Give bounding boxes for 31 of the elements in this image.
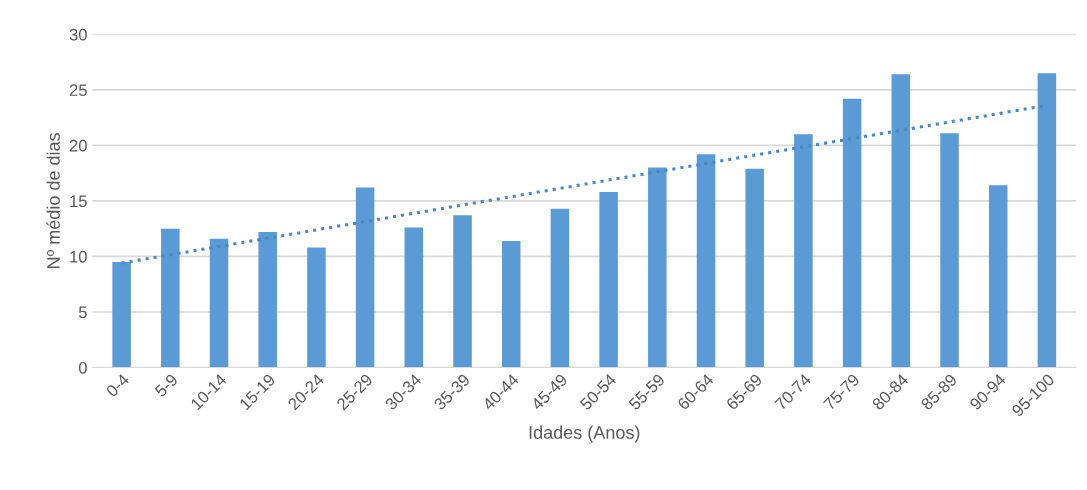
bar: [696, 154, 716, 368]
y-tick-label: 10: [70, 250, 87, 263]
bar: [842, 98, 862, 368]
y-tick-label: 25: [69, 84, 87, 97]
bar: [891, 74, 911, 368]
y-tick-label: 20: [69, 139, 87, 152]
bar: [501, 240, 521, 368]
x-tick-label: 0-4: [105, 373, 130, 398]
y-tick-label: 15: [70, 195, 87, 208]
bar: [794, 134, 813, 368]
y-axis-title: Nº médio de dias: [46, 133, 60, 268]
bar: [988, 185, 1008, 368]
bar: [112, 261, 131, 368]
bar: [940, 133, 959, 368]
bar: [1037, 73, 1057, 368]
bar: [307, 247, 326, 368]
y-tick-label: 30: [69, 28, 87, 41]
bar: [599, 192, 618, 368]
bar: [209, 238, 229, 368]
bar: [453, 215, 472, 368]
bar: [355, 187, 375, 368]
y-tick-label: 5: [78, 306, 87, 319]
x-tick-label: 5-9: [154, 373, 179, 398]
x-axis-title: Idades (Anos): [529, 425, 640, 443]
bar: [404, 227, 424, 368]
y-tick-label: 0: [78, 361, 87, 374]
bar: [648, 167, 667, 368]
bar: [745, 168, 764, 368]
bar: [258, 232, 277, 368]
bar: [161, 228, 180, 368]
bar: [550, 208, 570, 368]
